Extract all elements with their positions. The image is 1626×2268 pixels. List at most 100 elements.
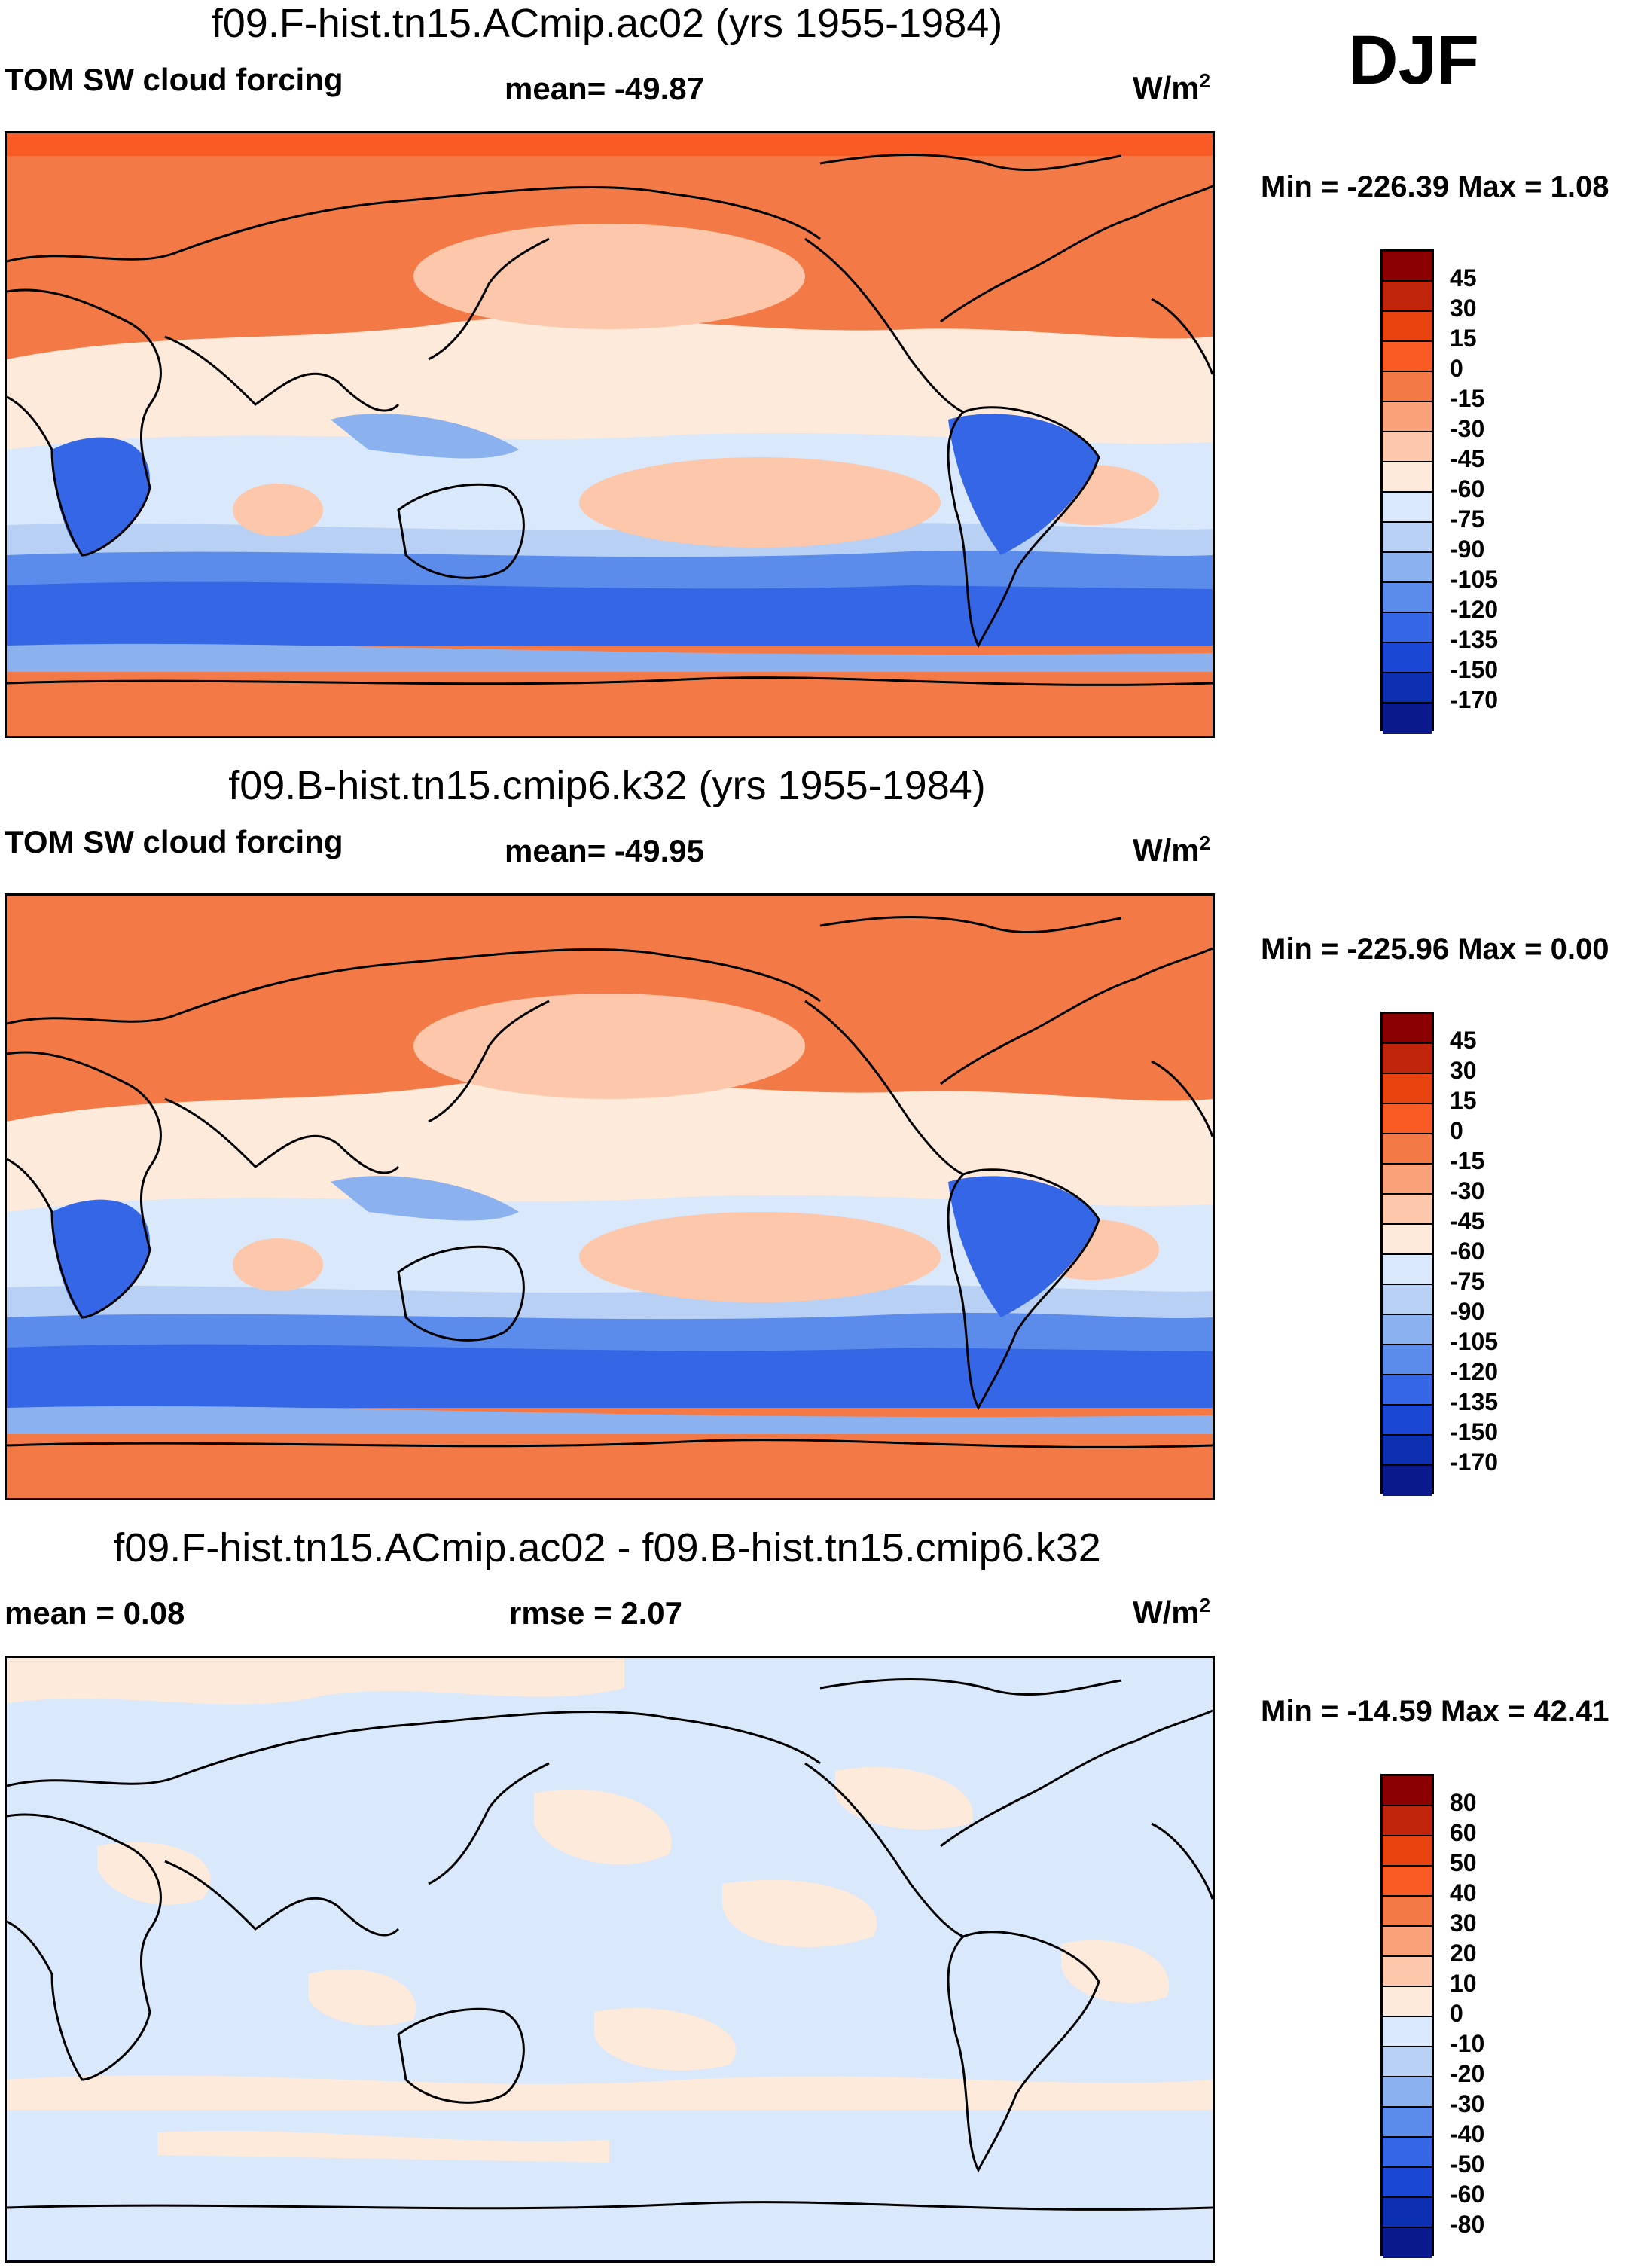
south-asia-coast [164, 1860, 400, 1937]
panel-1-colorbar-tick: -105 [1450, 566, 1499, 593]
panel-1-min-max: Min = -226.39 Max = 1.08 [1261, 170, 1609, 203]
north-pacific-high [413, 994, 805, 1099]
panel-1-colorbar-tick: 45 [1450, 264, 1477, 292]
australia-coast [397, 1245, 525, 1342]
colorbar-swatch [1383, 402, 1432, 432]
panel-2-units: W/m2 [1133, 832, 1211, 868]
panel-2-variable-label: TOM SW cloud forcing [5, 824, 343, 859]
colorbar-swatch [1383, 1315, 1432, 1345]
colorbar-swatch [1383, 704, 1432, 734]
diff-patch [835, 1766, 973, 1830]
colorbar-swatch [1383, 553, 1432, 583]
south-asia-coast [164, 335, 400, 412]
colorbar-swatch [1383, 2047, 1432, 2077]
panel-1-colorbar-tick: -30 [1450, 415, 1485, 442]
north-pacific-high [413, 224, 805, 329]
colorbar-swatch [1383, 1776, 1432, 1806]
panel-1-colorbar-tick: -90 [1450, 536, 1485, 563]
panel-1-colorbar-tick: 30 [1450, 295, 1477, 322]
eurasia-north-coast [7, 1710, 821, 1787]
north-america-east-coast [940, 1709, 1213, 1848]
africa-coast [7, 288, 162, 557]
colorbar-swatch [1383, 643, 1432, 673]
panel-1-colorbar-tick: 15 [1450, 325, 1477, 352]
panel-2-colorbar-tick: 0 [1450, 1117, 1463, 1144]
colorbar-swatch [1383, 1836, 1432, 1867]
colorbar-swatch [1383, 1014, 1432, 1044]
panel-3-colorbar-tick: 80 [1450, 1789, 1477, 1816]
panel-3-colorbar-tick: -20 [1450, 2060, 1485, 2087]
southern-band-3 [7, 1406, 1213, 1434]
arctic-coast [819, 153, 1122, 172]
coastlines [7, 1677, 1213, 2211]
panel-2-title: f09.B-hist.tn15.cmip6.k32 (yrs 1955-1984… [228, 763, 986, 808]
east-asia-coast [428, 1000, 550, 1123]
panel-3-map [5, 1656, 1215, 2263]
colorbar-swatch [1383, 2228, 1432, 2258]
panel-2-map [5, 893, 1215, 1500]
panel-3-colorbar-tick: -40 [1450, 2120, 1485, 2147]
diff-patch [722, 1879, 877, 1948]
colorbar-swatch [1383, 493, 1432, 523]
panel-1-colorbar-tick: -135 [1450, 626, 1499, 653]
east-asia-coast [428, 1762, 550, 1885]
panel-3-colorbar-tick: 20 [1450, 1940, 1477, 1967]
colorbar-swatch [1383, 2198, 1432, 2228]
panel-3-min-max: Min = -14.59 Max = 42.41 [1261, 1695, 1609, 1728]
colorbar-swatch [1383, 312, 1432, 342]
panel-1-colorbar-tick: 0 [1450, 355, 1463, 382]
south-america-convection [948, 414, 1099, 555]
africa-coast [7, 1813, 162, 2081]
south-america-coast [947, 406, 1100, 649]
south-pacific-high [579, 457, 941, 548]
colorbar-swatch [1383, 1897, 1432, 1927]
panel-2-colorbar-tick: -150 [1450, 1418, 1499, 1445]
panel-2-colorbar-tick: -75 [1450, 1268, 1485, 1295]
panel-1-colorbar-tick: -120 [1450, 596, 1499, 623]
africa-coast [7, 1051, 162, 1319]
panel-1-colorbar-tick: -60 [1450, 475, 1485, 502]
colorbar-swatch [1383, 282, 1432, 312]
colorbar-swatch [1383, 2168, 1432, 2198]
europe-west-coast [1151, 298, 1213, 375]
panel-1-colorbar-tick: -45 [1450, 445, 1485, 472]
coastlines [7, 915, 1213, 1448]
europe-west-coast [1151, 1822, 1213, 1900]
colorbar-swatch [1383, 2077, 1432, 2108]
colorbar-swatch [1383, 1285, 1432, 1315]
south-pacific-high [579, 1212, 941, 1302]
colorbar-swatch [1383, 2108, 1432, 2138]
colorbar-swatch [1383, 1255, 1432, 1285]
north-america-west-coast [804, 1762, 964, 1938]
south-america-coast [947, 1931, 1100, 2173]
colorbar-swatch [1383, 1957, 1432, 1987]
colorbar-swatch [1383, 2017, 1432, 2047]
colorbar-swatch [1383, 252, 1432, 282]
colorbar-swatch [1383, 2138, 1432, 2168]
panel-2-colorbar-tick: 45 [1450, 1027, 1477, 1054]
australia-coast [397, 483, 525, 579]
southern-band-3 [7, 643, 1213, 672]
colorbar-swatch [1383, 1195, 1432, 1225]
australia-coast [397, 2007, 525, 2104]
panel-2-map-svg [7, 896, 1213, 1498]
panel-1-colorbar-tick: -75 [1450, 505, 1485, 533]
panel-1-colorbar-tick: -15 [1450, 385, 1485, 412]
colorbar-swatch [1383, 1867, 1432, 1897]
panel-3-colorbar-tick: 60 [1450, 1819, 1477, 1846]
colorbar-swatch [1383, 673, 1432, 704]
africa-convection [52, 1199, 150, 1317]
diff-patch [594, 2007, 736, 2071]
panel-1-map [5, 131, 1215, 738]
colorbar-swatch [1383, 1987, 1432, 2017]
panel-3-colorbar-tick: 40 [1450, 1879, 1477, 1906]
panel-1-colorbar-tick: -150 [1450, 656, 1499, 683]
panel-3-colorbar-tick: 30 [1450, 1909, 1477, 1937]
polar-band [7, 133, 1213, 156]
panel-3-units: W/m2 [1133, 1594, 1211, 1630]
panel-2-colorbar-tick: -90 [1450, 1298, 1485, 1325]
panel-1-units: W/m2 [1133, 69, 1211, 105]
panel-3-colorbar-tick: 50 [1450, 1849, 1477, 1876]
southern-storm-track [7, 581, 1213, 646]
panel-3-colorbar [1380, 1774, 1434, 2258]
